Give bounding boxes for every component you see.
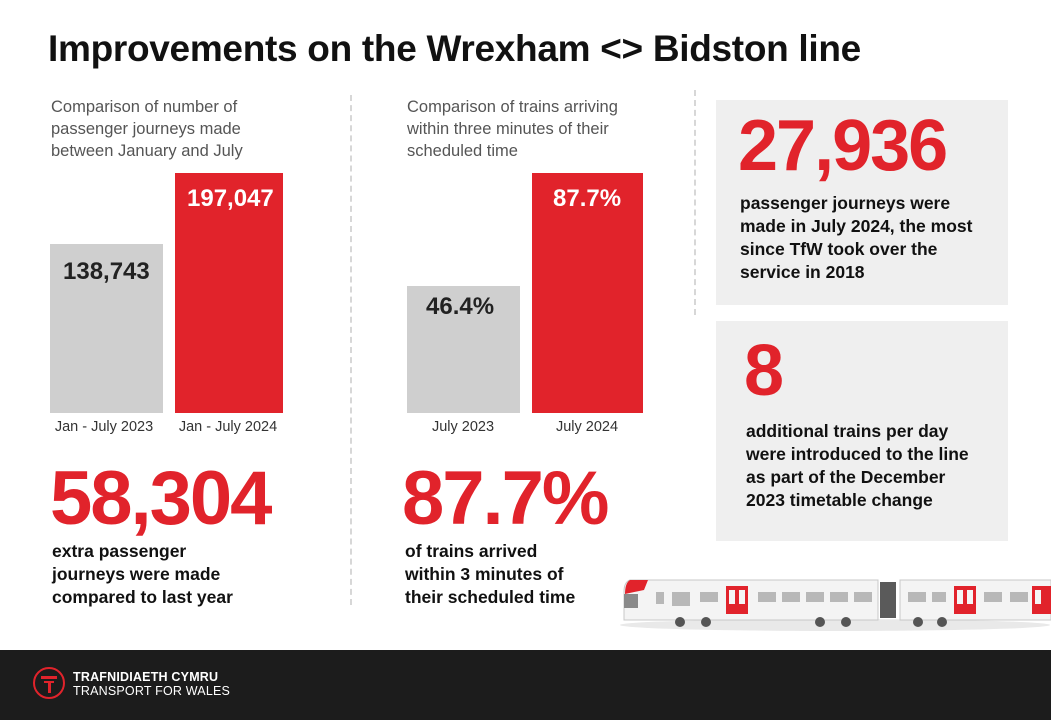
desc-line: compared to last year [52,587,233,607]
subtitle-line: passenger journeys made [51,120,241,138]
journeys-chart-subtitle: Comparison of number of passenger journe… [51,96,243,162]
desc-line: 2023 timetable change [746,490,933,510]
on-time-description: of trains arrived within 3 minutes of th… [405,540,575,609]
category-label: July 2024 [555,419,619,435]
bar-value-label: 197,047 [187,185,274,212]
bar-journeys-2024 [175,173,283,413]
category-label: July 2023 [431,419,495,435]
punctuality-chart-subtitle: Comparison of trains arriving within thr… [407,96,618,162]
desc-line: additional trains per day [746,421,949,441]
footer-bar [0,650,1051,720]
desc-line: journeys were made [52,564,221,584]
bar-value-label: 87.7% [553,185,622,212]
july-journeys-number: 27,936 [738,106,948,186]
additional-trains-description: additional trains per day were introduce… [746,420,969,512]
bar-value-label: 46.4% [426,293,495,320]
bar-value-label: 138,743 [63,258,150,285]
train-illustration [620,579,1051,631]
subtitle-line: between January and July [51,142,243,160]
july-journeys-panel [716,100,1008,305]
subtitle-line: Comparison of number of [51,98,238,116]
desc-line: as part of the December [746,467,946,487]
desc-line: extra passenger [52,541,187,561]
bar-punctuality-2023 [407,286,520,413]
desc-line: of trains arrived [405,541,538,561]
desc-line: their scheduled time [405,587,576,607]
tfw-logo-icon [33,667,65,699]
extra-journeys-description: extra passenger journeys were made compa… [52,540,233,609]
brand-name: TRAFNIDIAETH CYMRU TRANSPORT FOR WALES [73,670,230,698]
column-divider-right [694,90,696,315]
additional-trains-panel [716,321,1008,541]
subtitle-line: Comparison of trains arriving [407,98,618,116]
desc-line: service in 2018 [740,262,865,282]
column-divider-left [350,95,352,605]
subtitle-line: scheduled time [407,142,518,160]
bar-punctuality-2024 [532,173,643,413]
subtitle-line: within three minutes of their [407,120,609,138]
category-label: Jan - July 2023 [54,419,154,435]
desc-line: were introduced to the line [746,444,969,464]
desc-line: passenger journeys were [740,193,951,213]
desc-line: within 3 minutes of [405,564,564,584]
page-title: Improvements on the Wrexham <> Bidston l… [48,28,861,69]
category-label: Jan - July 2024 [178,419,278,435]
desc-line: since TfW took over the [740,239,938,259]
brand-welsh: TRAFNIDIAETH CYMRU [73,670,219,684]
bar-journeys-2023 [50,244,163,413]
on-time-percentage-number: 87.7% [402,456,609,541]
brand-english: TRANSPORT FOR WALES [73,684,231,698]
extra-journeys-number: 58,304 [50,456,272,541]
desc-line: made in July 2024, the most [740,216,973,236]
additional-trains-number: 8 [744,331,785,411]
july-journeys-description: passenger journeys were made in July 202… [740,192,972,284]
